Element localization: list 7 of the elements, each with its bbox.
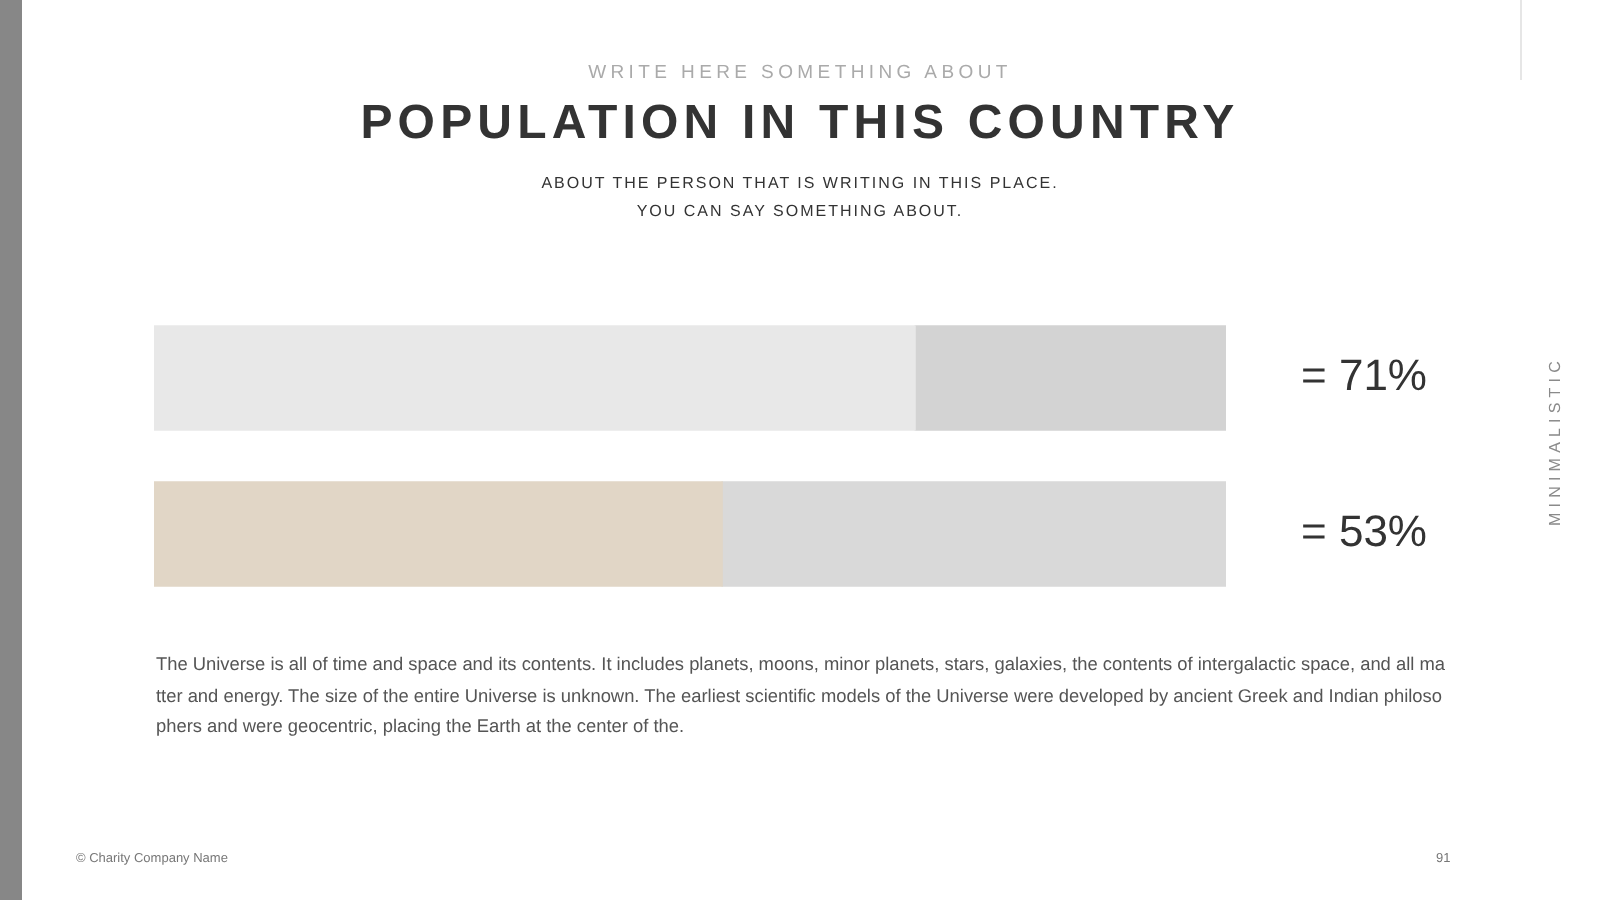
text: MINIMALISTIC (1546, 356, 1564, 526)
text: The Universe is all of time and space and its contents. It includes planets, moons, minor planets, stars, galaxies, the contents of intergalactic space, and all matter and energy. The size of the entire Universe is unknown. The earliest scientific models of the Universe were developed by ancient Greek and Indian philosophers and were geocentric, placing the Earth at the center of the. (156, 652, 1447, 740)
data-label: = 71% (1301, 350, 1427, 401)
data-label: = 53% (1301, 506, 1427, 557)
chart-title: POPULATION IN THIS COUNTRY (358, 96, 1242, 152)
text: WRITE HERE SOMETHING ABOUT (586, 62, 1014, 84)
chart-subtitle: ABOUT THE PERSON THAT IS WRITING IN THIS PLACE. YOU CAN SAY SOMETHING ABOUT. (539, 172, 1061, 223)
